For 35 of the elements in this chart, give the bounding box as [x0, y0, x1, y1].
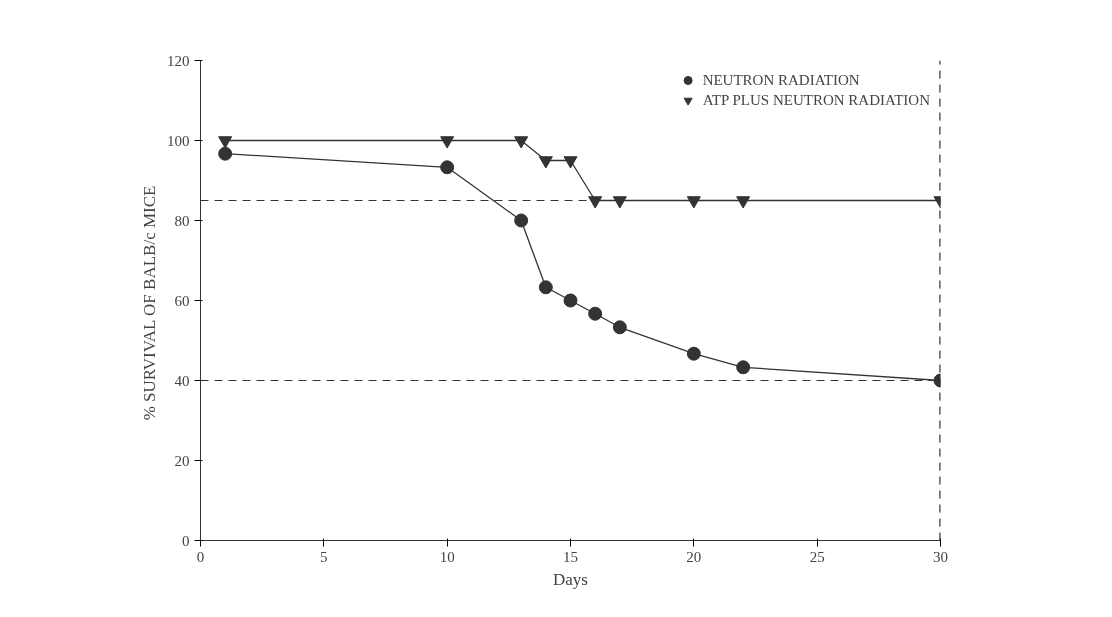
y-tick-label: 60 — [174, 292, 190, 309]
x-axis-title: Days — [553, 569, 588, 589]
y-tick-label: 80 — [174, 212, 190, 229]
x-tick-label: 5 — [320, 548, 328, 565]
point — [514, 213, 529, 228]
point — [218, 136, 233, 149]
point — [440, 136, 455, 149]
point — [736, 360, 751, 375]
y-tick-label: 120 — [167, 52, 190, 69]
point — [538, 156, 553, 169]
point — [612, 196, 627, 209]
x-tick-label: 0 — [196, 548, 205, 565]
y-tick-label: 0 — [182, 532, 190, 549]
y-axis-title: % SURVIVAL OF BALB/c MICE — [140, 185, 159, 421]
y-tick-label: 100 — [167, 132, 190, 149]
point — [514, 136, 529, 149]
point — [686, 346, 701, 361]
x-tick-label: 30 — [933, 548, 948, 565]
legend-label: NEUTRON RADIATION — [702, 70, 860, 90]
legend-label: ATP PLUS NEUTRON RADIATION — [702, 90, 930, 110]
point — [736, 196, 751, 209]
point — [686, 196, 701, 209]
point — [588, 196, 603, 209]
point — [563, 156, 578, 169]
point — [538, 280, 553, 295]
point — [440, 160, 455, 175]
point — [588, 306, 603, 321]
x-tick-label: 25 — [809, 548, 825, 565]
y-tick-label: 20 — [174, 452, 190, 469]
point — [612, 320, 627, 335]
x-tick-label: 20 — [686, 548, 702, 565]
y-tick-label: 40 — [174, 372, 190, 389]
x-tick-label: 10 — [439, 548, 455, 565]
point — [563, 293, 578, 308]
x-tick-label: 15 — [563, 548, 578, 565]
